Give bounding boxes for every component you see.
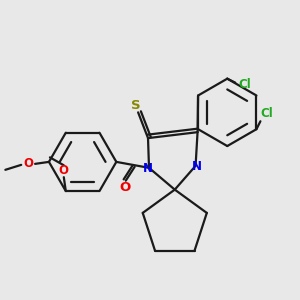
Text: N: N xyxy=(192,160,202,173)
Text: N: N xyxy=(143,162,153,175)
Text: O: O xyxy=(59,164,69,177)
Text: S: S xyxy=(131,99,141,112)
Text: O: O xyxy=(23,158,33,170)
Text: Cl: Cl xyxy=(239,78,251,91)
Text: Cl: Cl xyxy=(260,107,273,120)
Text: O: O xyxy=(119,181,130,194)
